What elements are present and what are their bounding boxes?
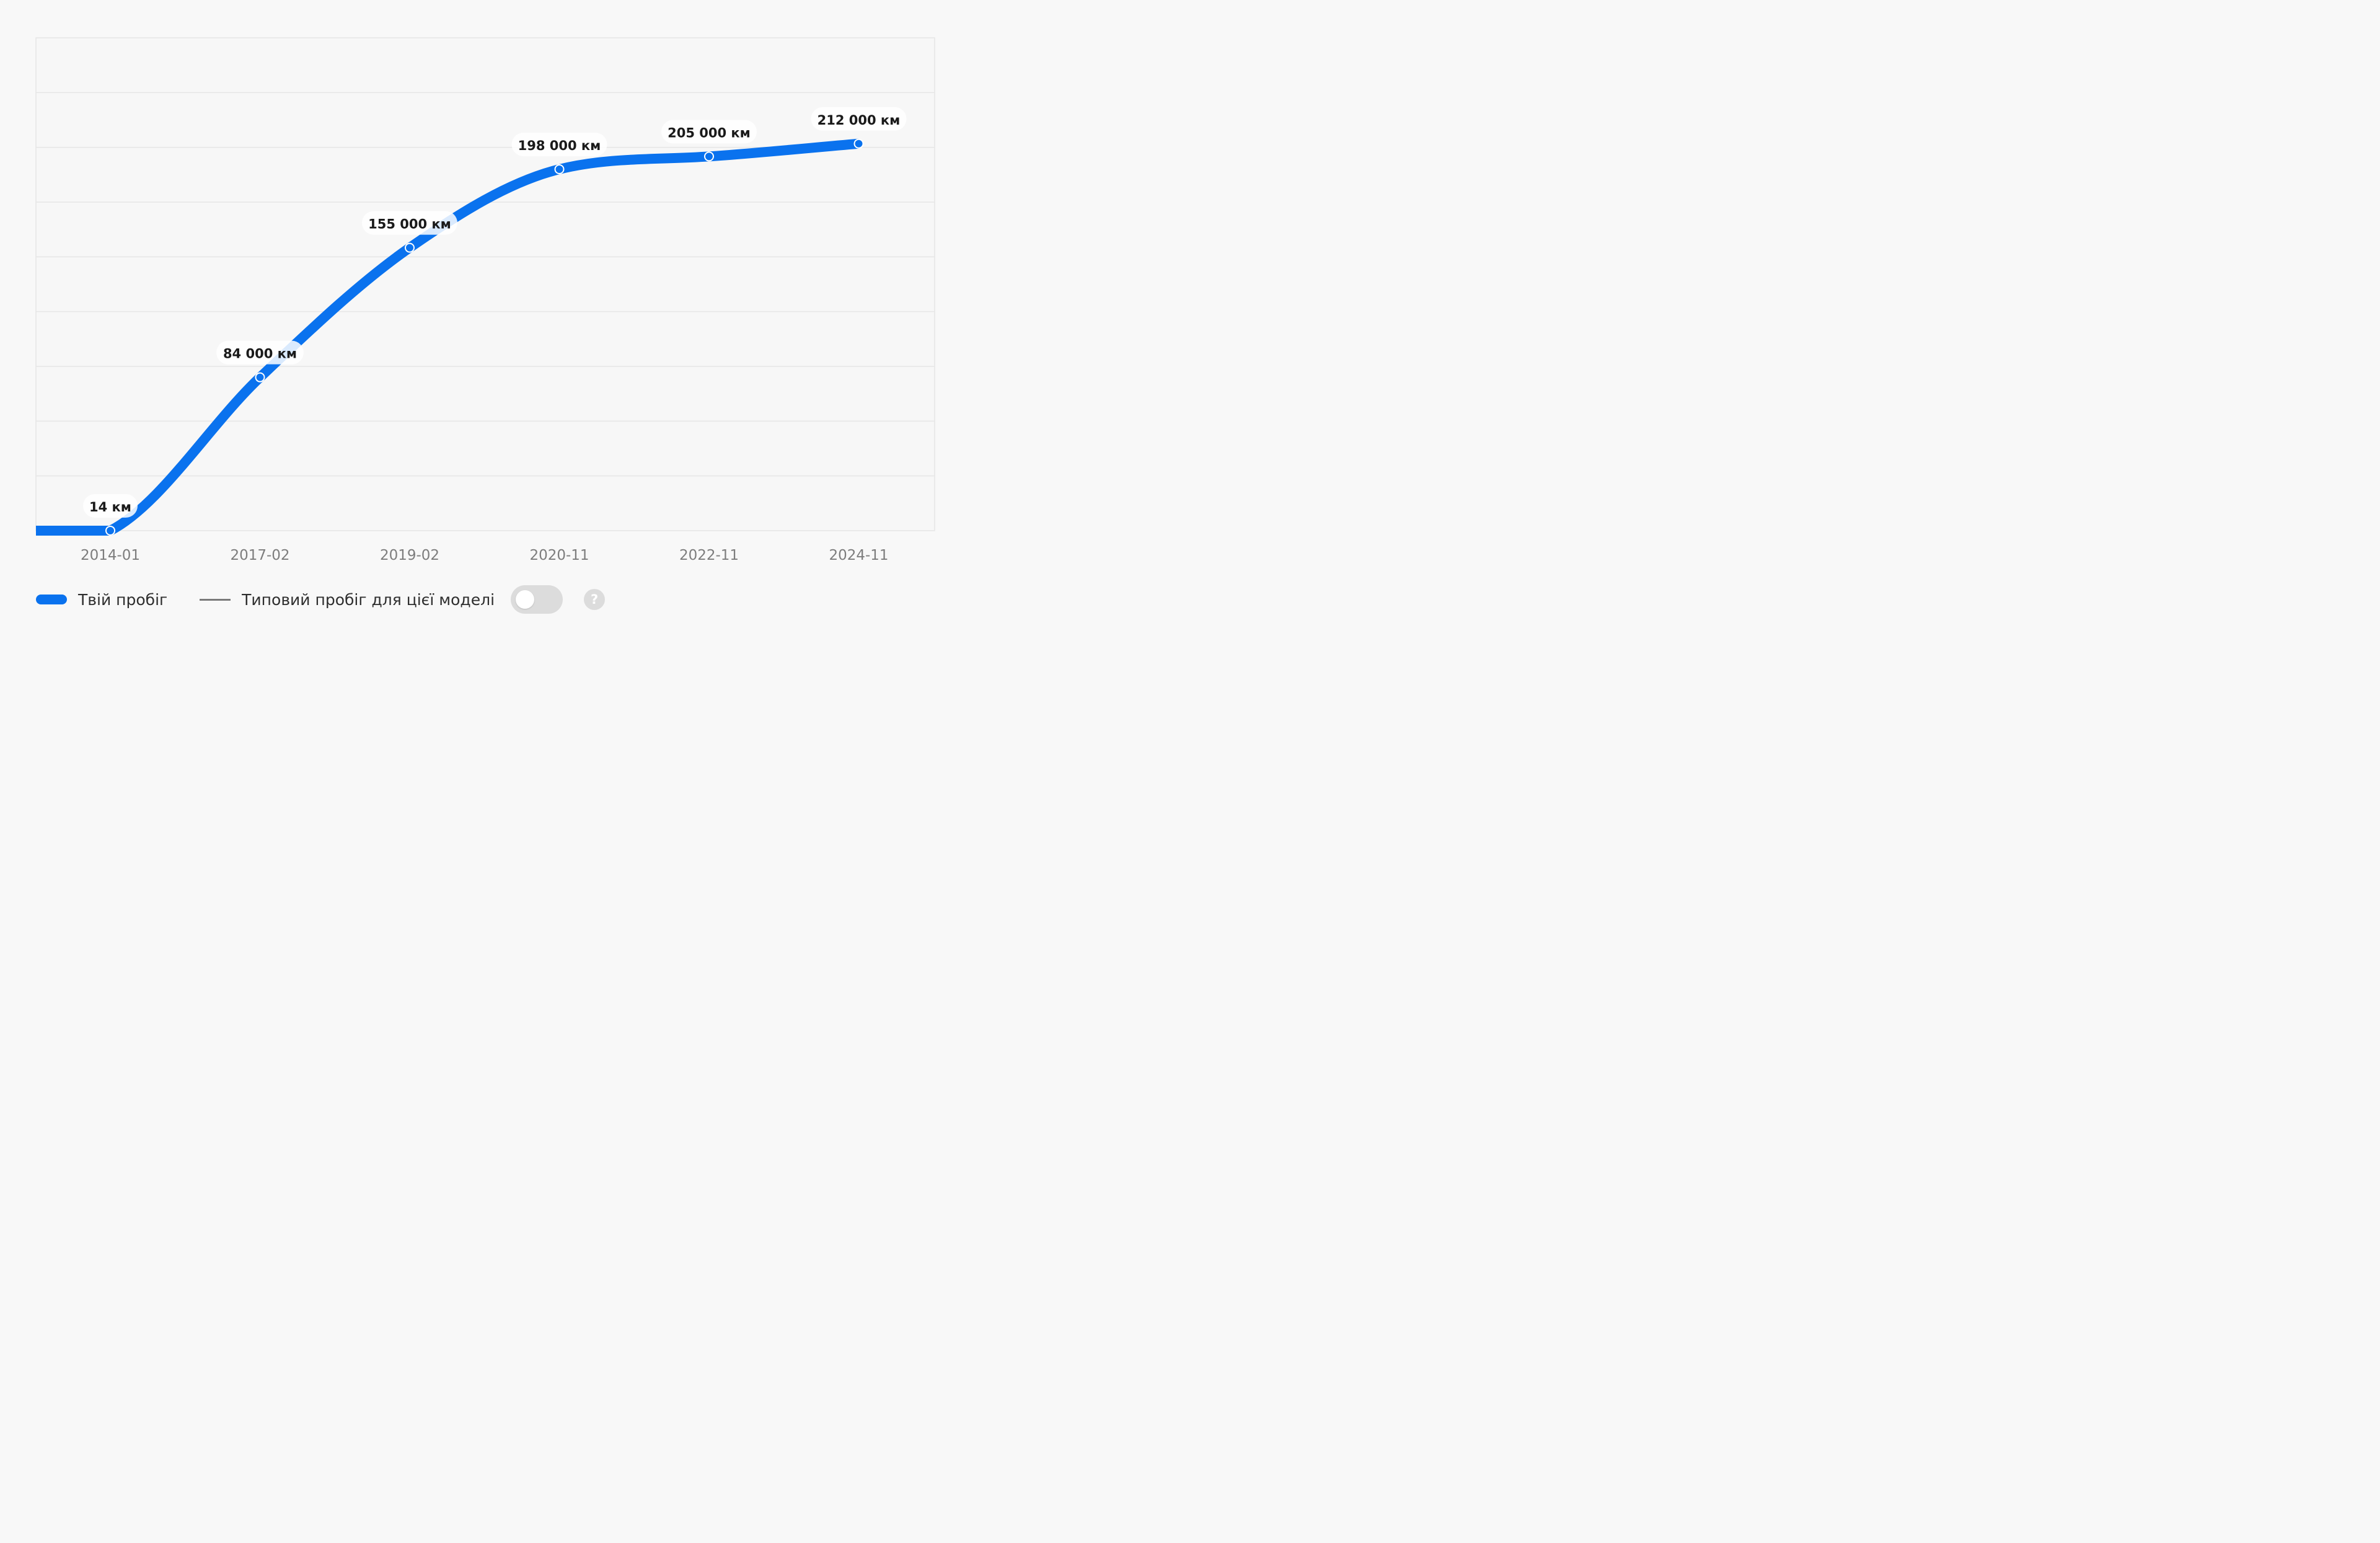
data-label-bg — [362, 211, 457, 235]
data-label-bg — [83, 493, 138, 518]
legend-label-my-mileage: Твій пробіг — [78, 590, 168, 609]
mileage-chart: 14 км 2014-01 84 000 км 2017-02 155 000 км 20… — [35, 37, 935, 564]
x-tick-label: 2014-01 — [81, 547, 140, 564]
data-point — [255, 372, 265, 382]
toggle-knob — [516, 590, 535, 609]
data-label: 205 000 км — [668, 125, 751, 140]
data-label-bg — [811, 107, 907, 131]
data-point — [405, 242, 415, 253]
data-point — [704, 151, 714, 162]
data-label: 212 000 км — [818, 113, 901, 128]
data-point — [105, 525, 115, 536]
x-tick-label: 2019-02 — [380, 547, 439, 564]
typical-mileage-toggle[interactable] — [511, 585, 563, 614]
data-point — [554, 164, 565, 174]
chart-legend: Твій пробіг Типовий пробіг для цієї моде… — [36, 583, 606, 616]
legend-swatch-my-mileage — [36, 595, 67, 604]
x-tick-label: 2020-11 — [529, 547, 589, 564]
data-label: 84 000 км — [223, 347, 297, 361]
x-tick-label: 2024-11 — [829, 547, 888, 564]
data-label-bg — [661, 120, 757, 144]
data-label: 198 000 км — [518, 138, 601, 153]
legend-swatch-typical-mileage — [200, 598, 231, 601]
x-tick-label: 2022-11 — [679, 547, 739, 564]
chart-widget: 14 км 2014-01 84 000 км 2017-02 155 000 км 20… — [0, 0, 972, 630]
data-label-bg — [216, 340, 304, 365]
plot-area — [35, 37, 935, 531]
series-line-my-mileage — [36, 138, 860, 536]
legend-label-typical-mileage: Типовий пробіг для цієї моделі — [242, 590, 495, 609]
help-icon[interactable]: ? — [584, 589, 606, 610]
x-tick-label: 2017-02 — [230, 547, 289, 564]
data-label: 14 км — [89, 500, 131, 515]
data-point — [853, 138, 864, 149]
data-label: 155 000 км — [368, 217, 451, 232]
data-label-bg — [511, 133, 607, 156]
